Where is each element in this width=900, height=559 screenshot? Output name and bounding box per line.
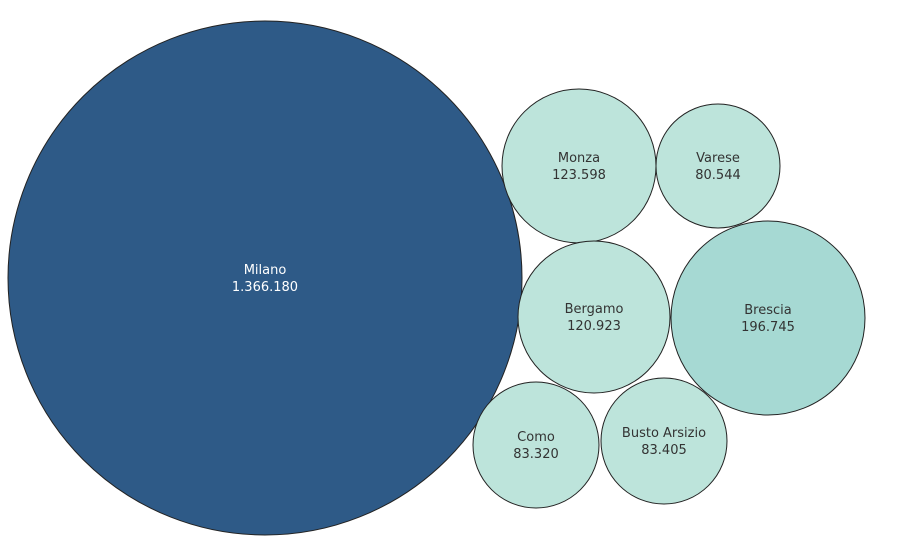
bubble-circle-varese[interactable] [655, 103, 781, 229]
bubble-name-label: Monza [558, 151, 600, 166]
bubble-varese[interactable]: Varese 80.544 [655, 103, 781, 229]
bubble-busto-arsizio[interactable]: Busto Arsizio 83.405 [600, 377, 728, 505]
bubble-value-label: 83.405 [641, 443, 687, 458]
bubble-circle-busto-arsizio[interactable] [600, 377, 728, 505]
bubble-value-label: 80.544 [695, 168, 741, 183]
bubble-name-label: Como [517, 430, 555, 445]
bubble-value-label: 120.923 [567, 319, 621, 334]
bubble-name-label: Milano [244, 263, 287, 278]
bubble-name-label: Bergamo [565, 302, 624, 317]
bubble-value-label: 123.598 [552, 168, 606, 183]
bubble-name-label: Busto Arsizio [622, 426, 706, 441]
bubble-name-label: Brescia [744, 303, 791, 318]
bubble-value-label: 1.366.180 [232, 280, 298, 295]
bubble-milano[interactable]: Milano 1.366.180 [7, 20, 523, 536]
bubble-circle-como[interactable] [472, 381, 600, 509]
bubble-name-label: Varese [696, 151, 740, 166]
bubble-circle-brescia[interactable] [670, 220, 866, 416]
bubble-como[interactable]: Como 83.320 [472, 381, 600, 509]
bubble-value-label: 196.745 [741, 320, 795, 335]
bubble-circle-bergamo[interactable] [517, 240, 671, 394]
bubble-value-label: 83.320 [513, 447, 559, 462]
bubble-monza[interactable]: Monza 123.598 [501, 88, 657, 244]
bubble-bergamo[interactable]: Bergamo 120.923 [517, 240, 671, 394]
bubble-brescia[interactable]: Brescia 196.745 [670, 220, 866, 416]
bubble-circle-monza[interactable] [501, 88, 657, 244]
bubble-circle-milano[interactable] [7, 20, 523, 536]
